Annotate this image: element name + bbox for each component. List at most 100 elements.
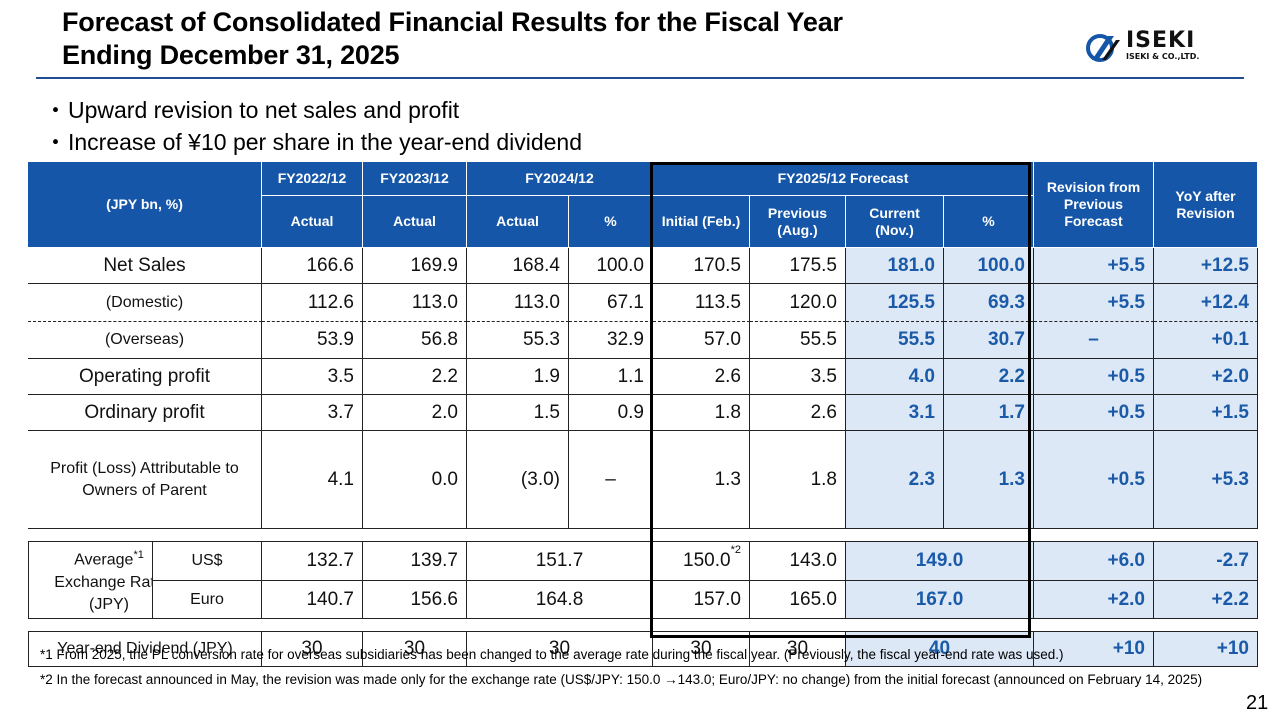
current-header: Current (Nov.) xyxy=(846,196,944,248)
table-cell: 30.7 xyxy=(944,322,1034,359)
table-cell: 67.1 xyxy=(569,284,653,322)
footnote-2: *2 In the forecast announced in May, the… xyxy=(40,672,1203,687)
table-cell: 3.7 xyxy=(262,395,363,431)
logo-subtitle: ISEKI & CO.,LTD. xyxy=(1126,52,1200,61)
table-cell: 3.5 xyxy=(262,359,363,395)
table-cell: +0.1 xyxy=(1154,322,1258,359)
operating-profit-label: Operating profit xyxy=(28,359,262,395)
table-cell: 167.0 xyxy=(846,581,1034,619)
table-cell: 1.1 xyxy=(569,359,653,395)
table-cell: 55.5 xyxy=(750,322,846,359)
table-cell: 4.1 xyxy=(262,431,363,529)
table-cell: 100.0 xyxy=(569,248,653,284)
table-cell: +2.0 xyxy=(1154,359,1258,395)
table-cell: 1.8 xyxy=(750,431,846,529)
table-cell: 2.6 xyxy=(750,395,846,431)
table-cell: 56.8 xyxy=(363,322,467,359)
table-cell: 170.5 xyxy=(653,248,750,284)
table-cell: 112.6 xyxy=(262,284,363,322)
table-cell: 149.0 xyxy=(846,541,1034,581)
footnote-1: *1 From 2025, the PL conversion rate for… xyxy=(40,647,1064,662)
table-cell: +0.5 xyxy=(1034,359,1154,395)
bullet-item: ・Increase of ¥10 per share in the year-e… xyxy=(44,129,582,155)
domestic-label: (Domestic) xyxy=(28,284,262,322)
table-cell: +10 xyxy=(1154,631,1258,667)
actual-header: Actual xyxy=(363,196,467,248)
ordinary-profit-label: Ordinary profit xyxy=(28,395,262,431)
table-cell: 120.0 xyxy=(750,284,846,322)
table-cell: (3.0) xyxy=(467,431,569,529)
table-cell: 30 xyxy=(467,631,653,667)
page-title: Forecast of Consolidated Financial Resul… xyxy=(62,6,962,72)
table-cell: +12.4 xyxy=(1154,284,1258,322)
title-divider xyxy=(36,77,1244,79)
actual-header: Actual xyxy=(467,196,569,248)
table-cell: 3.5 xyxy=(750,359,846,395)
fx-note: *1 xyxy=(133,549,144,562)
fy2024-header: FY2024/12 xyxy=(467,162,653,196)
table-cell: 2.0 xyxy=(363,395,467,431)
table-cell: +10 xyxy=(1034,631,1154,667)
fy2025-forecast-header: FY2025/12 Forecast xyxy=(653,162,1034,196)
profit-parent-label: Profit (Loss) Attributable to Owners of … xyxy=(28,431,262,529)
table-cell: 175.5 xyxy=(750,248,846,284)
table-cell: +5.5 xyxy=(1034,248,1154,284)
bullet-item: ・Upward revision to net sales and profit xyxy=(44,97,460,123)
table-cell: 165.0 xyxy=(750,581,846,619)
forecast-table: (JPY bn, %) FY2022/12 FY2023/12 FY2024/1… xyxy=(28,162,1258,667)
net-sales-label: Net Sales xyxy=(28,248,262,284)
table-cell: 69.3 xyxy=(944,284,1034,322)
table-cell: 164.8 xyxy=(467,581,653,619)
summary-bullets: ・Upward revision to net sales and profit… xyxy=(44,94,582,158)
table-cell: 2.2 xyxy=(944,359,1034,395)
fx-label-rest: Exchange Rate (JPY) xyxy=(54,573,164,613)
usd-initial-value: 150.0 xyxy=(683,550,731,571)
table-cell: 166.6 xyxy=(262,248,363,284)
table-cell: 150.0 *2 xyxy=(653,541,750,581)
bullet-text: Upward revision to net sales and profit xyxy=(68,97,460,123)
table-cell: 2.2 xyxy=(363,359,467,395)
revision-header: Revision from Previous Forecast xyxy=(1034,162,1154,248)
table-cell: 55.3 xyxy=(467,322,569,359)
table-cell: 55.5 xyxy=(846,322,944,359)
unit-header: (JPY bn, %) xyxy=(28,162,262,248)
usd-initial-note: *2 xyxy=(730,544,741,556)
pct-header: % xyxy=(569,196,653,248)
table-cell: +5.3 xyxy=(1154,431,1258,529)
yoy-header: YoY after Revision xyxy=(1154,162,1258,248)
bullet-text: Increase of ¥10 per share in the year-en… xyxy=(68,129,582,155)
table-cell: 132.7 xyxy=(262,541,363,581)
table-cell: 151.7 xyxy=(467,541,653,581)
fy2022-header: FY2022/12 xyxy=(262,162,363,196)
table-cell: 169.9 xyxy=(363,248,467,284)
table-cell: 140.7 xyxy=(262,581,363,619)
table-cell: 0.9 xyxy=(569,395,653,431)
table-cell: 100.0 xyxy=(944,248,1034,284)
table-cell: +1.5 xyxy=(1154,395,1258,431)
initial-header: Initial (Feb.) xyxy=(653,196,750,248)
table-cell: 157.0 xyxy=(653,581,750,619)
table-cell: 2.3 xyxy=(846,431,944,529)
table-cell: 1.7 xyxy=(944,395,1034,431)
table-cell: 156.6 xyxy=(363,581,467,619)
table-cell: +0.5 xyxy=(1034,431,1154,529)
table-cell: 168.4 xyxy=(467,248,569,284)
table-cell: 0.0 xyxy=(363,431,467,529)
footnotes: *1 From 2025, the PL conversion rate for… xyxy=(40,646,1250,688)
table-cell: 32.9 xyxy=(569,322,653,359)
table-cell: – xyxy=(569,431,653,529)
title-line-2: Ending December 31, 2025 xyxy=(62,40,400,70)
table-cell: 181.0 xyxy=(846,248,944,284)
table-cell: 30 xyxy=(262,631,363,667)
table-cell: +2.2 xyxy=(1154,581,1258,619)
table-cell: 125.5 xyxy=(846,284,944,322)
table-cell: 4.0 xyxy=(846,359,944,395)
table-cell: 57.0 xyxy=(653,322,750,359)
table-cell: +5.5 xyxy=(1034,284,1154,322)
fx-label-text: Average xyxy=(74,551,134,569)
table-cell: 113.5 xyxy=(653,284,750,322)
dividend-label: Year-end Dividend (JPY) xyxy=(28,631,262,667)
euro-label: Euro xyxy=(152,581,262,619)
logo-wordmark: ISEKI xyxy=(1126,28,1196,53)
table-cell: 30 xyxy=(363,631,467,667)
